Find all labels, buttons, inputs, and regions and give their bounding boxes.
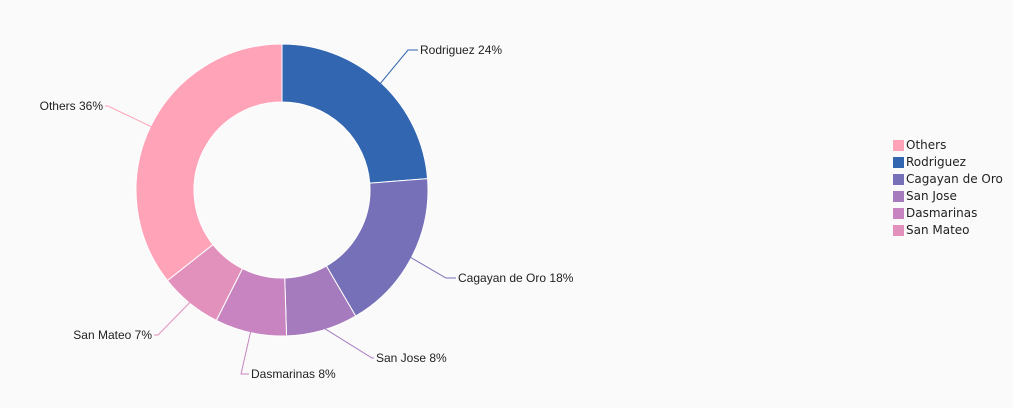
legend-swatch (893, 174, 904, 185)
legend-label: Dasmarinas (906, 206, 978, 220)
legend-swatch (893, 225, 904, 236)
leader-line-san-mateo (154, 299, 193, 336)
legend-item-dasmarinas[interactable]: Dasmarinas (893, 205, 1003, 222)
slice-label-cagayan-de-oro: Cagayan de Oro 18% (458, 271, 574, 285)
legend-label: Cagayan de Oro (906, 172, 1003, 186)
legend-label: Others (906, 138, 947, 152)
legend-label: San Mateo (906, 223, 970, 237)
legend-item-san-jose[interactable]: San Jose (893, 188, 1003, 205)
legend-swatch (893, 191, 904, 202)
legend-swatch (893, 208, 904, 219)
legend-item-rodriguez[interactable]: Rodriguez (893, 154, 1003, 171)
leader-line-cagayan-de-oro (407, 255, 456, 279)
chart-legend: Others Rodriguez Cagayan de Oro San Jose Das… (893, 137, 1003, 239)
leader-line-others (105, 105, 155, 129)
slice-label-rodriguez: Rodriguez 24% (420, 43, 502, 57)
legend-item-san-mateo[interactable]: San Mateo (893, 222, 1003, 239)
slice-label-san-mateo: San Mateo 7% (73, 328, 152, 342)
slice-others[interactable] (135, 43, 283, 282)
slice-label-others: Others 36% (40, 99, 104, 113)
legend-item-cagayan-de-oro[interactable]: Cagayan de Oro (893, 171, 1003, 188)
slice-label-san-jose: San Jose 8% (376, 351, 447, 365)
leader-line-rodriguez (378, 49, 418, 87)
legend-item-others[interactable]: Others (893, 137, 1003, 154)
leader-line-san-jose (320, 326, 374, 359)
legend-swatch (893, 140, 904, 151)
legend-label: Rodriguez (906, 155, 966, 169)
slice-rodriguez[interactable] (281, 43, 429, 184)
slice-label-dasmarinas: Dasmarinas 8% (251, 367, 336, 381)
legend-swatch (893, 157, 904, 168)
legend-label: San Jose (906, 189, 957, 203)
leader-line-dasmarinas (240, 328, 252, 375)
